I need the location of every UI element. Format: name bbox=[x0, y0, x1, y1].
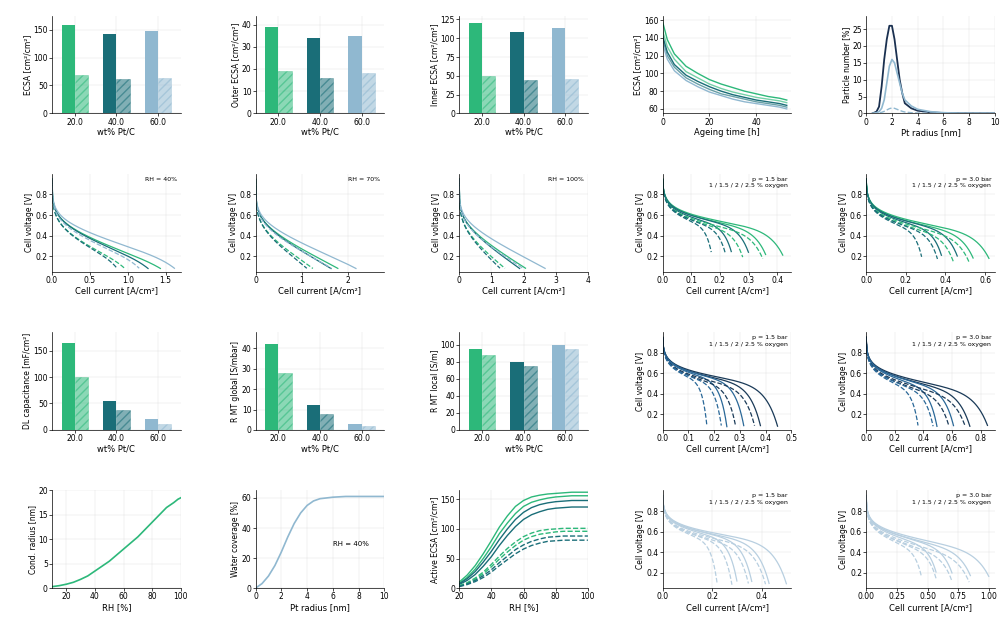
X-axis label: Cell current [A/cm²]: Cell current [A/cm²] bbox=[889, 286, 972, 295]
Bar bbox=[348, 36, 362, 113]
Y-axis label: Cell voltage [V]: Cell voltage [V] bbox=[839, 193, 848, 252]
Bar bbox=[158, 423, 171, 430]
Bar bbox=[265, 344, 278, 430]
Text: RH = 40%: RH = 40% bbox=[333, 541, 369, 547]
Bar bbox=[145, 419, 158, 430]
Bar bbox=[103, 34, 116, 113]
Y-axis label: Cell voltage [V]: Cell voltage [V] bbox=[229, 193, 238, 252]
X-axis label: Cell current [A/cm²]: Cell current [A/cm²] bbox=[482, 286, 565, 295]
X-axis label: Ageing time [h]: Ageing time [h] bbox=[694, 128, 760, 137]
X-axis label: wt% Pt/C: wt% Pt/C bbox=[505, 445, 542, 453]
Y-axis label: R MT local [S/m]: R MT local [S/m] bbox=[430, 350, 439, 413]
Bar bbox=[75, 377, 88, 430]
Bar bbox=[62, 343, 75, 430]
Text: p = 1.5 bar
1 / 1.5 / 2 / 2.5 % oxygen: p = 1.5 bar 1 / 1.5 / 2 / 2.5 % oxygen bbox=[709, 177, 788, 189]
Y-axis label: Particle number [%]: Particle number [%] bbox=[842, 26, 851, 103]
Bar bbox=[75, 75, 88, 113]
X-axis label: Cell current [A/cm²]: Cell current [A/cm²] bbox=[686, 603, 769, 612]
Y-axis label: Cell voltage [V]: Cell voltage [V] bbox=[636, 193, 645, 252]
Bar bbox=[278, 373, 292, 430]
Text: p = 1.5 bar
1 / 1.5 / 2 / 2.5 % oxygen: p = 1.5 bar 1 / 1.5 / 2 / 2.5 % oxygen bbox=[709, 335, 788, 347]
Bar bbox=[116, 79, 130, 113]
Y-axis label: Cond. radius [nm]: Cond. radius [nm] bbox=[28, 505, 37, 574]
Bar bbox=[362, 73, 375, 113]
Bar bbox=[307, 38, 320, 113]
X-axis label: wt% Pt/C: wt% Pt/C bbox=[301, 445, 339, 453]
Bar bbox=[116, 410, 130, 430]
X-axis label: RH [%]: RH [%] bbox=[102, 603, 131, 612]
Bar bbox=[482, 355, 495, 430]
Y-axis label: Active ECSA [cm²/cm²]: Active ECSA [cm²/cm²] bbox=[430, 496, 439, 582]
Y-axis label: Water coverage [%]: Water coverage [%] bbox=[231, 501, 240, 577]
X-axis label: Cell current [A/cm²]: Cell current [A/cm²] bbox=[889, 445, 972, 453]
X-axis label: Pt radius [nm]: Pt radius [nm] bbox=[290, 603, 350, 612]
Text: RH = 70%: RH = 70% bbox=[348, 177, 381, 182]
Bar bbox=[348, 424, 362, 430]
Y-axis label: DL capacitance [mF/cm²]: DL capacitance [mF/cm²] bbox=[23, 333, 32, 429]
X-axis label: RH [%]: RH [%] bbox=[509, 603, 538, 612]
Text: RH = 40%: RH = 40% bbox=[145, 177, 177, 182]
Bar bbox=[469, 349, 482, 430]
Bar bbox=[524, 366, 537, 430]
Y-axis label: ECSA [cm²/cm²]: ECSA [cm²/cm²] bbox=[23, 34, 32, 95]
X-axis label: wt% Pt/C: wt% Pt/C bbox=[97, 128, 135, 137]
Text: p = 3.0 bar
1 / 1.5 / 2 / 2.5 % oxygen: p = 3.0 bar 1 / 1.5 / 2 / 2.5 % oxygen bbox=[912, 335, 991, 347]
Text: RH = 100%: RH = 100% bbox=[548, 177, 584, 182]
X-axis label: Cell current [A/cm²]: Cell current [A/cm²] bbox=[278, 286, 361, 295]
Bar bbox=[320, 414, 333, 430]
Y-axis label: Inner ECSA [cm²/cm²]: Inner ECSA [cm²/cm²] bbox=[430, 23, 439, 106]
Bar bbox=[278, 71, 292, 113]
Y-axis label: ECSA [cm²/cm²]: ECSA [cm²/cm²] bbox=[634, 34, 643, 95]
X-axis label: Cell current [A/cm²]: Cell current [A/cm²] bbox=[686, 286, 769, 295]
Bar bbox=[565, 79, 578, 113]
Text: p = 1.5 bar
1 / 1.5 / 2 / 2.5 % oxygen: p = 1.5 bar 1 / 1.5 / 2 / 2.5 % oxygen bbox=[709, 493, 788, 505]
Bar bbox=[510, 32, 524, 113]
Text: p = 3.0 bar
1 / 1.5 / 2 / 2.5 % oxygen: p = 3.0 bar 1 / 1.5 / 2 / 2.5 % oxygen bbox=[912, 493, 991, 505]
Bar bbox=[469, 23, 482, 113]
X-axis label: wt% Pt/C: wt% Pt/C bbox=[301, 128, 339, 137]
Y-axis label: Cell voltage [V]: Cell voltage [V] bbox=[839, 510, 848, 569]
Bar bbox=[482, 76, 495, 113]
Text: p = 3.0 bar
1 / 1.5 / 2 / 2.5 % oxygen: p = 3.0 bar 1 / 1.5 / 2 / 2.5 % oxygen bbox=[912, 177, 991, 189]
Bar bbox=[320, 78, 333, 113]
X-axis label: Cell current [A/cm²]: Cell current [A/cm²] bbox=[686, 445, 769, 453]
Y-axis label: Outer ECSA [cm²/cm²]: Outer ECSA [cm²/cm²] bbox=[231, 23, 240, 107]
Y-axis label: Cell voltage [V]: Cell voltage [V] bbox=[839, 352, 848, 411]
Bar bbox=[510, 362, 524, 430]
Bar bbox=[362, 426, 375, 430]
Bar bbox=[145, 31, 158, 113]
X-axis label: wt% Pt/C: wt% Pt/C bbox=[505, 128, 542, 137]
X-axis label: Cell current [A/cm²]: Cell current [A/cm²] bbox=[889, 603, 972, 612]
Y-axis label: Cell voltage [V]: Cell voltage [V] bbox=[432, 193, 441, 252]
Y-axis label: R MT global [S/mbar]: R MT global [S/mbar] bbox=[231, 340, 240, 421]
Y-axis label: Cell voltage [V]: Cell voltage [V] bbox=[636, 352, 645, 411]
Bar bbox=[265, 27, 278, 113]
X-axis label: Cell current [A/cm²]: Cell current [A/cm²] bbox=[75, 286, 158, 295]
X-axis label: Pt radius [nm]: Pt radius [nm] bbox=[901, 128, 961, 137]
Y-axis label: Cell voltage [V]: Cell voltage [V] bbox=[25, 193, 34, 252]
Bar bbox=[103, 401, 116, 430]
Bar bbox=[524, 80, 537, 113]
Bar bbox=[552, 28, 565, 113]
Bar bbox=[565, 349, 578, 430]
Bar bbox=[552, 345, 565, 430]
Y-axis label: Cell voltage [V]: Cell voltage [V] bbox=[636, 510, 645, 569]
Bar bbox=[158, 78, 171, 113]
X-axis label: wt% Pt/C: wt% Pt/C bbox=[97, 445, 135, 453]
Bar bbox=[62, 25, 75, 113]
Bar bbox=[307, 406, 320, 430]
